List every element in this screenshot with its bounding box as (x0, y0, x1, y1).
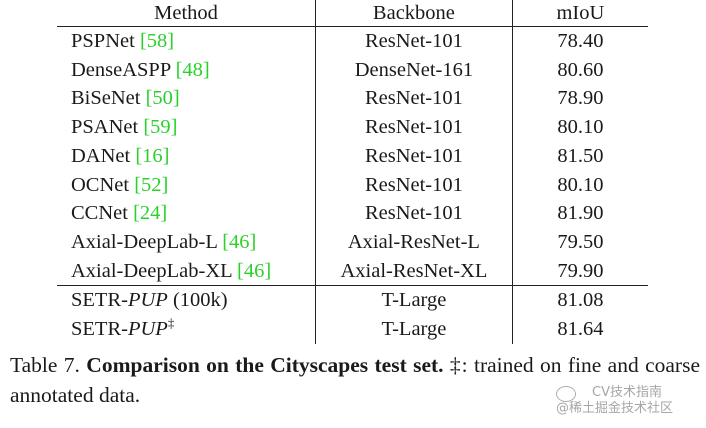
dagger-mark: ‡ (167, 315, 175, 331)
citation-link[interactable]: [59] (143, 116, 178, 139)
method-cell: CCNet [24] (57, 199, 317, 228)
citation-link[interactable]: [50] (145, 87, 180, 110)
method-name: CCNet (71, 202, 128, 225)
citation-link[interactable]: [48] (175, 58, 210, 81)
results-table: Method Backbone mIoU PSPNet [58] ResNet-… (57, 0, 648, 344)
backbone-cell: ResNet-101 (315, 84, 513, 114)
table-row: PSANet [59] ResNet-101 80.10 (57, 113, 648, 142)
miou-cell: 81.90 (557, 202, 604, 225)
table-row: OCNet [52] ResNet-101 80.10 (57, 170, 648, 200)
caption-title: Comparison on the Cityscapes test set. (86, 353, 444, 377)
backbone-cell: ResNet-101 (315, 170, 513, 200)
method-cell: SETR-PUP (100k) (57, 285, 317, 316)
header-miou: mIoU (512, 0, 648, 27)
backbone-cell: ResNet-101 (315, 141, 513, 171)
backbone-cell: ResNet-101 (315, 199, 513, 228)
method-cell: PSANet [59] (57, 113, 317, 142)
backbone-cell: DenseNet-161 (315, 55, 513, 85)
miou-cell: 81.64 (557, 318, 604, 341)
method-cell: SETR-PUP‡ (57, 315, 317, 344)
method-cell: DANet [16] (57, 141, 317, 171)
miou-cell: 78.90 (557, 87, 604, 110)
backbone-cell: T-Large (315, 285, 513, 316)
method-cell: PSPNet [58] (57, 26, 317, 56)
header-method: Method (57, 0, 317, 27)
caption-label: Table 7. (10, 353, 80, 377)
header-backbone: Backbone (315, 0, 513, 27)
table-row: Axial-DeepLab-XL [46] Axial-ResNet-XL 79… (57, 256, 648, 286)
table-header-row: Method Backbone mIoU (57, 0, 648, 27)
table-row: DANet [16] ResNet-101 81.50 (57, 141, 648, 171)
method-variant: PUP (127, 318, 168, 341)
backbone-cell: ResNet-101 (315, 26, 513, 56)
method-name: PSANet (71, 116, 139, 139)
miou-cell: 79.50 (557, 230, 604, 253)
watermark-account: CV技术指南 (592, 385, 662, 400)
method-cell: BiSeNet [50] (57, 84, 317, 114)
method-name: OCNet (71, 173, 130, 196)
method-cell: Axial-DeepLab-L [46] (57, 227, 317, 257)
miou-cell: 80.10 (557, 116, 604, 139)
method-name: Axial-DeepLab-XL (71, 259, 232, 282)
citation-link[interactable]: [58] (139, 30, 175, 52)
method-cell: DenseASPP [48] (57, 55, 317, 85)
backbone-cell: ResNet-101 (315, 113, 513, 142)
table-row: CCNet [24] ResNet-101 81.90 (57, 199, 648, 228)
citation-link[interactable]: [24] (133, 202, 168, 225)
miou-cell: 81.50 (557, 144, 604, 167)
miou-cell: 78.40 (557, 30, 604, 52)
citation-link[interactable]: [46] (237, 259, 272, 282)
citation-link[interactable]: [52] (134, 173, 169, 196)
miou-cell: 79.90 (557, 259, 604, 282)
watermark-source: @稀土掘金技术社区 (556, 401, 674, 416)
method-prefix: SETR- (71, 318, 128, 341)
citation-link[interactable]: [46] (222, 230, 257, 253)
table-row: Axial-DeepLab-L [46] Axial-ResNet-L 79.5… (57, 227, 648, 257)
wechat-icon (556, 386, 576, 402)
miou-cell: 81.08 (512, 285, 648, 316)
watermark: CV技术指南 @稀土掘金技术社区 (556, 383, 704, 419)
method-name: Axial-DeepLab-L (71, 230, 218, 253)
table-row: DenseASPP [48] DenseNet-161 80.60 (57, 55, 648, 85)
results-table-container: Method Backbone mIoU PSPNet [58] ResNet-… (57, 0, 648, 344)
miou-cell: 80.10 (557, 173, 604, 196)
method-name: PSPNet (71, 30, 135, 52)
backbone-cell: Axial-ResNet-L (315, 227, 513, 257)
caption-note: ‡: trained on fine and coarse annotated … (10, 353, 700, 407)
table-row-setr: SETR-PUP (100k) T-Large 81.08 (57, 285, 648, 316)
backbone-cell: Axial-ResNet-XL (315, 256, 513, 286)
method-suffix: (100k) (167, 289, 228, 312)
method-prefix: SETR- (71, 289, 128, 312)
table-row-setr: SETR-PUP‡ T-Large 81.64 (57, 315, 648, 344)
method-name: DANet (71, 144, 131, 167)
method-name: DenseASPP (71, 58, 171, 81)
table-row: BiSeNet [50] ResNet-101 78.90 (57, 84, 648, 114)
method-variant: PUP (127, 289, 168, 312)
method-name: BiSeNet (71, 87, 141, 110)
method-cell: OCNet [52] (57, 170, 317, 200)
method-cell: Axial-DeepLab-XL [46] (57, 256, 317, 286)
citation-link[interactable]: [16] (135, 144, 170, 167)
backbone-cell: T-Large (315, 315, 513, 344)
miou-cell: 80.60 (557, 58, 604, 81)
table-caption: Table 7. Comparison on the Cityscapes te… (10, 350, 700, 410)
table-row: PSPNet [58] ResNet-101 78.40 (57, 26, 648, 56)
